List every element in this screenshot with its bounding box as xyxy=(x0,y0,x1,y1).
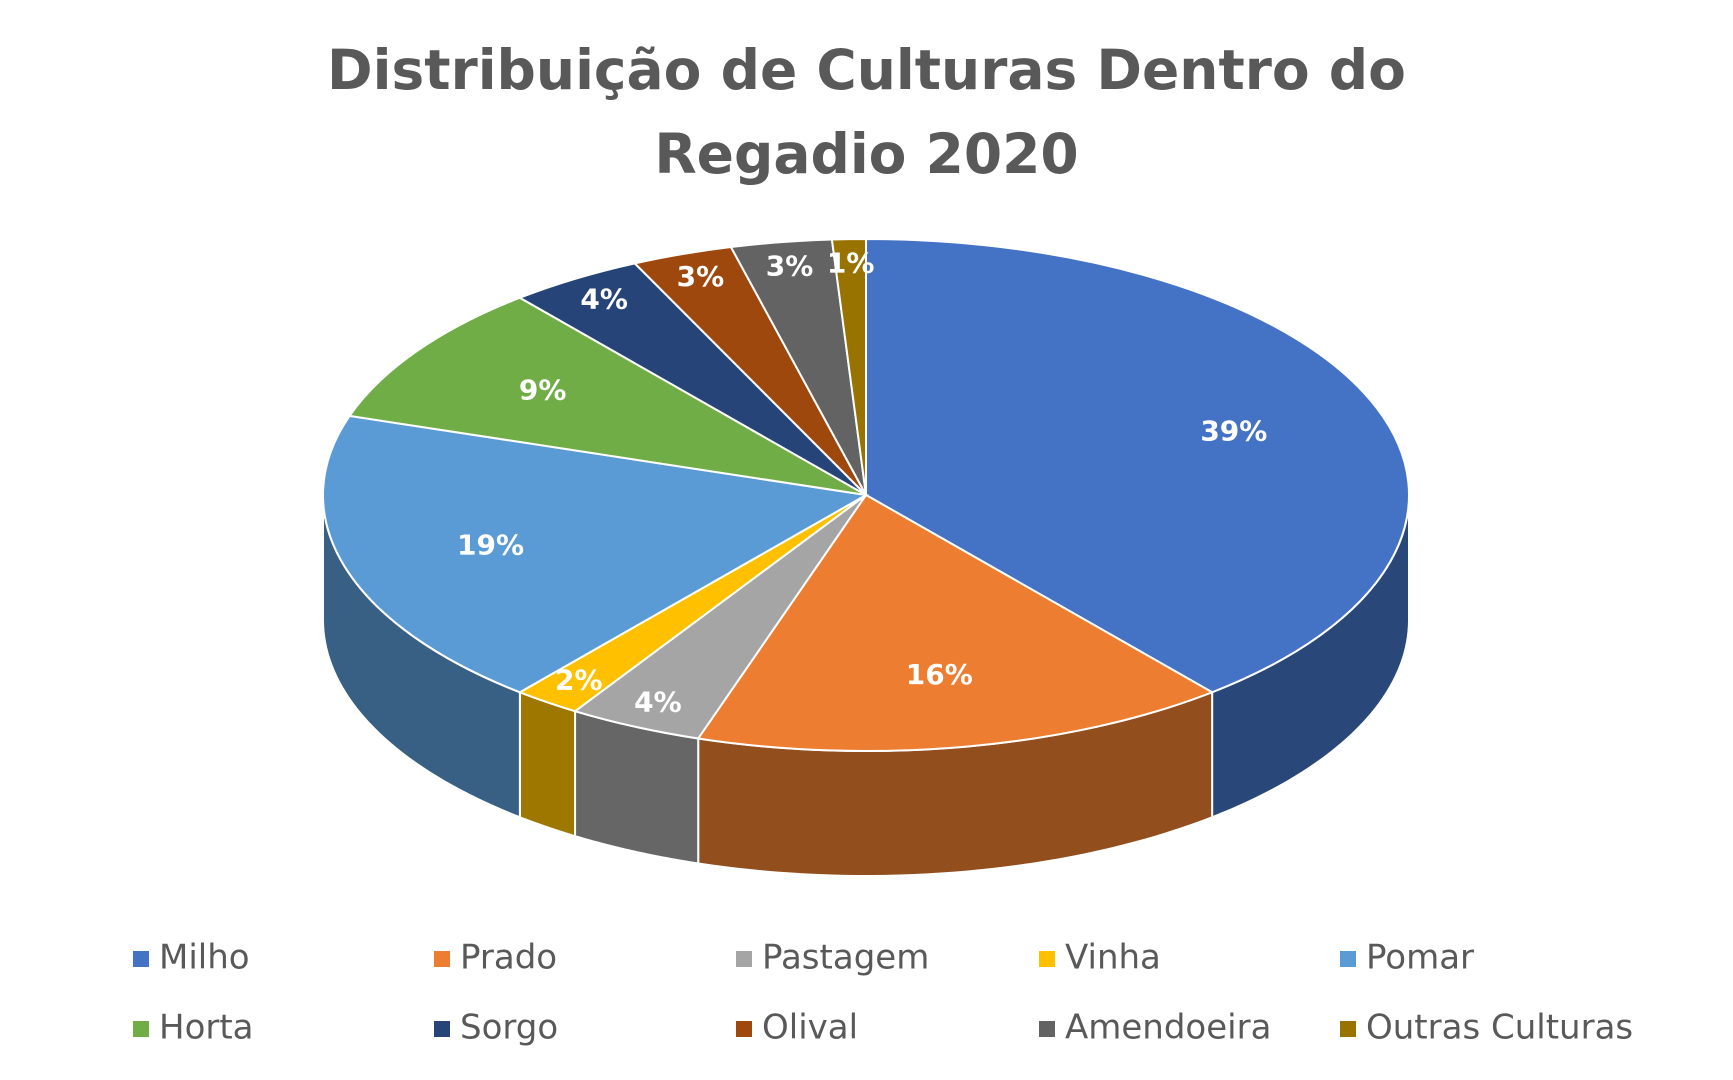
legend-swatch xyxy=(434,951,450,967)
legend-label: Pomar xyxy=(1366,938,1474,978)
data-label: 4% xyxy=(580,282,628,315)
legend-label: Amendoeira xyxy=(1065,1008,1271,1048)
data-label: 9% xyxy=(519,373,567,406)
pie-slice xyxy=(322,414,869,694)
pie-slice xyxy=(696,493,1215,752)
data-label: 3% xyxy=(766,249,814,282)
legend-swatch xyxy=(1340,1021,1356,1037)
legend-label: Olival xyxy=(762,1008,858,1048)
legend-swatch xyxy=(133,1021,149,1037)
legend-swatch xyxy=(1039,951,1055,967)
legend-label: Prado xyxy=(460,938,557,978)
pie-slice xyxy=(347,296,867,496)
data-label: 39% xyxy=(1200,415,1267,448)
legend-label: Vinha xyxy=(1065,938,1161,978)
data-label: 2% xyxy=(555,663,603,696)
data-label: 4% xyxy=(634,685,682,718)
data-label: 19% xyxy=(457,528,524,561)
legend-label: Milho xyxy=(159,938,250,978)
legend-swatch xyxy=(1340,951,1356,967)
data-label: 16% xyxy=(906,658,973,691)
legend-label: Sorgo xyxy=(460,1008,558,1048)
legend-swatch xyxy=(434,1021,450,1037)
data-label: 3% xyxy=(677,260,725,293)
legend-label: Pastagem xyxy=(762,938,929,978)
legend-swatch xyxy=(1039,1021,1055,1037)
pie-slice xyxy=(830,237,867,496)
legend-swatch xyxy=(736,1021,752,1037)
data-label: 1% xyxy=(827,247,875,280)
pie-side xyxy=(518,690,577,838)
legend-label: Horta xyxy=(159,1008,254,1048)
legend-label: Outras Culturas xyxy=(1366,1008,1633,1048)
legend-swatch xyxy=(736,951,752,967)
legend-swatch xyxy=(133,951,149,967)
pie-slice xyxy=(865,237,1410,694)
chart-title: Distribuição de Culturas Dentro do Regad… xyxy=(327,38,1406,186)
